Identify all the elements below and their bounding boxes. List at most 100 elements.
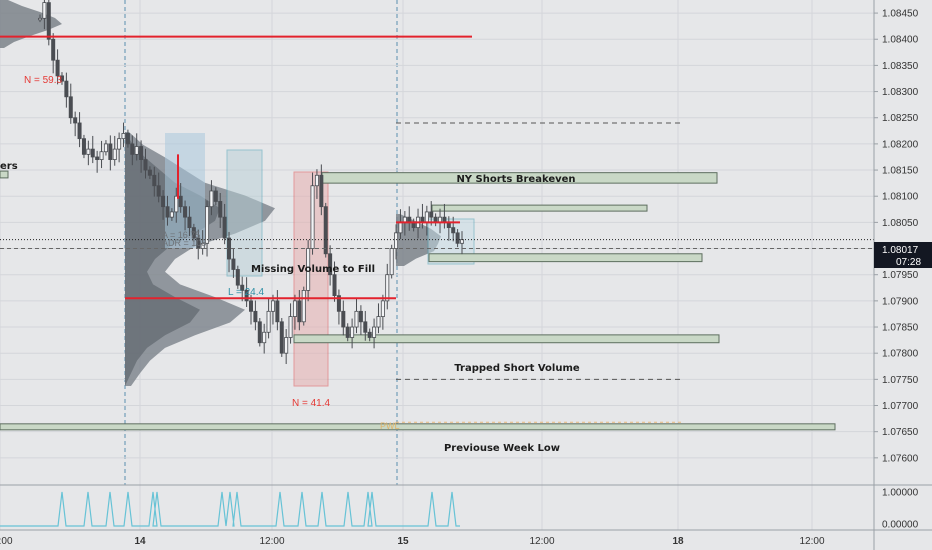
candle-body bbox=[372, 326, 377, 338]
candle-body bbox=[38, 17, 43, 21]
x-tick-label: 14 bbox=[134, 536, 146, 547]
candle-body bbox=[51, 38, 56, 61]
current-price: 1.08017 bbox=[882, 245, 919, 256]
candle-body bbox=[187, 216, 192, 229]
upper-thin-zone bbox=[431, 204, 648, 212]
candle-body bbox=[95, 156, 100, 160]
candle-body bbox=[354, 310, 359, 328]
y-tick-label: 1.08050 bbox=[882, 218, 919, 229]
a-label: A = 16.75 bbox=[162, 230, 200, 240]
pwl-label: PWL bbox=[380, 421, 400, 431]
candles bbox=[38, 0, 464, 365]
candle-body bbox=[284, 337, 289, 354]
candle-body bbox=[235, 269, 240, 286]
candle-body bbox=[332, 274, 337, 297]
candle-body bbox=[279, 321, 284, 354]
candle-body bbox=[86, 148, 91, 155]
candle-body bbox=[165, 206, 170, 218]
indicator-line bbox=[0, 491, 460, 527]
trapped-short-zone bbox=[293, 334, 720, 344]
candle-body bbox=[156, 185, 161, 197]
candle-body bbox=[301, 289, 306, 323]
candle-body bbox=[398, 221, 403, 234]
candle-body bbox=[134, 146, 139, 155]
y-tick-label: 1.08100 bbox=[882, 192, 919, 203]
candle-body bbox=[121, 133, 126, 140]
trapped-short-label: Trapped Short Volume bbox=[454, 363, 580, 374]
candle-body bbox=[90, 148, 95, 158]
candle-body bbox=[183, 206, 188, 218]
candle-body bbox=[42, 2, 47, 19]
candle-body bbox=[64, 80, 69, 98]
x-tick-label: 15 bbox=[397, 536, 409, 547]
candle-body bbox=[288, 316, 293, 338]
profile-day-15 bbox=[396, 214, 441, 266]
candle-body bbox=[319, 174, 324, 208]
candle-body bbox=[161, 195, 166, 208]
y-tick-label: 1.08450 bbox=[882, 9, 919, 20]
y-tick-label: 1.07700 bbox=[882, 401, 919, 412]
y-tick-label: 1.07850 bbox=[882, 323, 919, 334]
candle-body bbox=[205, 206, 210, 244]
candle-body bbox=[266, 310, 271, 333]
candle-body bbox=[385, 274, 390, 302]
candle-body bbox=[367, 331, 372, 338]
y-tick-label: 1.08150 bbox=[882, 166, 919, 177]
candle-body bbox=[81, 138, 86, 155]
candle-body bbox=[103, 143, 108, 153]
time-ticks: 12:00 14 12:00 15 12:00 18 12:00 bbox=[0, 536, 825, 547]
prev-week-low-zone bbox=[0, 423, 836, 431]
candle-body bbox=[376, 316, 381, 328]
candle-body bbox=[244, 289, 249, 302]
candle-body bbox=[178, 195, 183, 208]
candle-body bbox=[262, 331, 267, 344]
y-tick-label: 1.08400 bbox=[882, 35, 919, 46]
level-zones bbox=[0, 170, 836, 431]
candle-body bbox=[55, 59, 60, 77]
candle-body bbox=[451, 227, 456, 234]
y-tick-label: 1.07650 bbox=[882, 427, 919, 438]
prev-week-low-label: Previouse Week Low bbox=[444, 443, 560, 454]
x-tick-label: 12:00 bbox=[0, 536, 13, 547]
candle-body bbox=[459, 239, 464, 244]
candle-body bbox=[328, 253, 333, 276]
candle-body bbox=[68, 96, 73, 119]
candle-body bbox=[169, 211, 174, 218]
candle-body bbox=[99, 151, 104, 160]
candle-body bbox=[394, 232, 399, 249]
indicator-pane bbox=[0, 491, 460, 527]
candle-body bbox=[253, 310, 258, 323]
blue-box-1 bbox=[226, 149, 263, 277]
n-label-2: N = 41.4 bbox=[292, 398, 331, 409]
y-tick-label: 1.07600 bbox=[882, 453, 919, 464]
candle-body bbox=[424, 211, 429, 223]
candle-body bbox=[270, 300, 275, 312]
candle-body bbox=[380, 300, 385, 317]
candle-body bbox=[358, 310, 363, 323]
y-tick-label: 1.07900 bbox=[882, 296, 919, 307]
left-cut-zone bbox=[0, 170, 9, 179]
candle-body bbox=[218, 201, 223, 218]
candle-body bbox=[117, 138, 122, 150]
candle-body bbox=[125, 133, 130, 145]
y-tick-label: 1.08250 bbox=[882, 113, 919, 124]
candle-body bbox=[143, 159, 148, 171]
candle-body bbox=[350, 326, 355, 338]
candle-body bbox=[222, 216, 227, 239]
candle-body bbox=[147, 169, 152, 176]
candle-body bbox=[213, 190, 218, 202]
price-axis-panel bbox=[874, 0, 932, 550]
candle-body bbox=[77, 122, 82, 140]
candle-body bbox=[297, 300, 302, 323]
candle-body bbox=[209, 190, 214, 208]
candle-body bbox=[257, 321, 262, 344]
candle-body bbox=[341, 310, 346, 328]
indicator-tick-label: 0.00000 bbox=[882, 520, 919, 531]
candle-body bbox=[455, 232, 460, 244]
x-tick-label: 12:00 bbox=[259, 536, 284, 547]
y-tick-label: 1.07950 bbox=[882, 270, 919, 281]
x-tick-label: 12:00 bbox=[799, 536, 824, 547]
ny-shorts-label: NY Shorts Breakeven bbox=[456, 174, 575, 185]
n-label-1: N = 59.3 bbox=[24, 75, 63, 86]
